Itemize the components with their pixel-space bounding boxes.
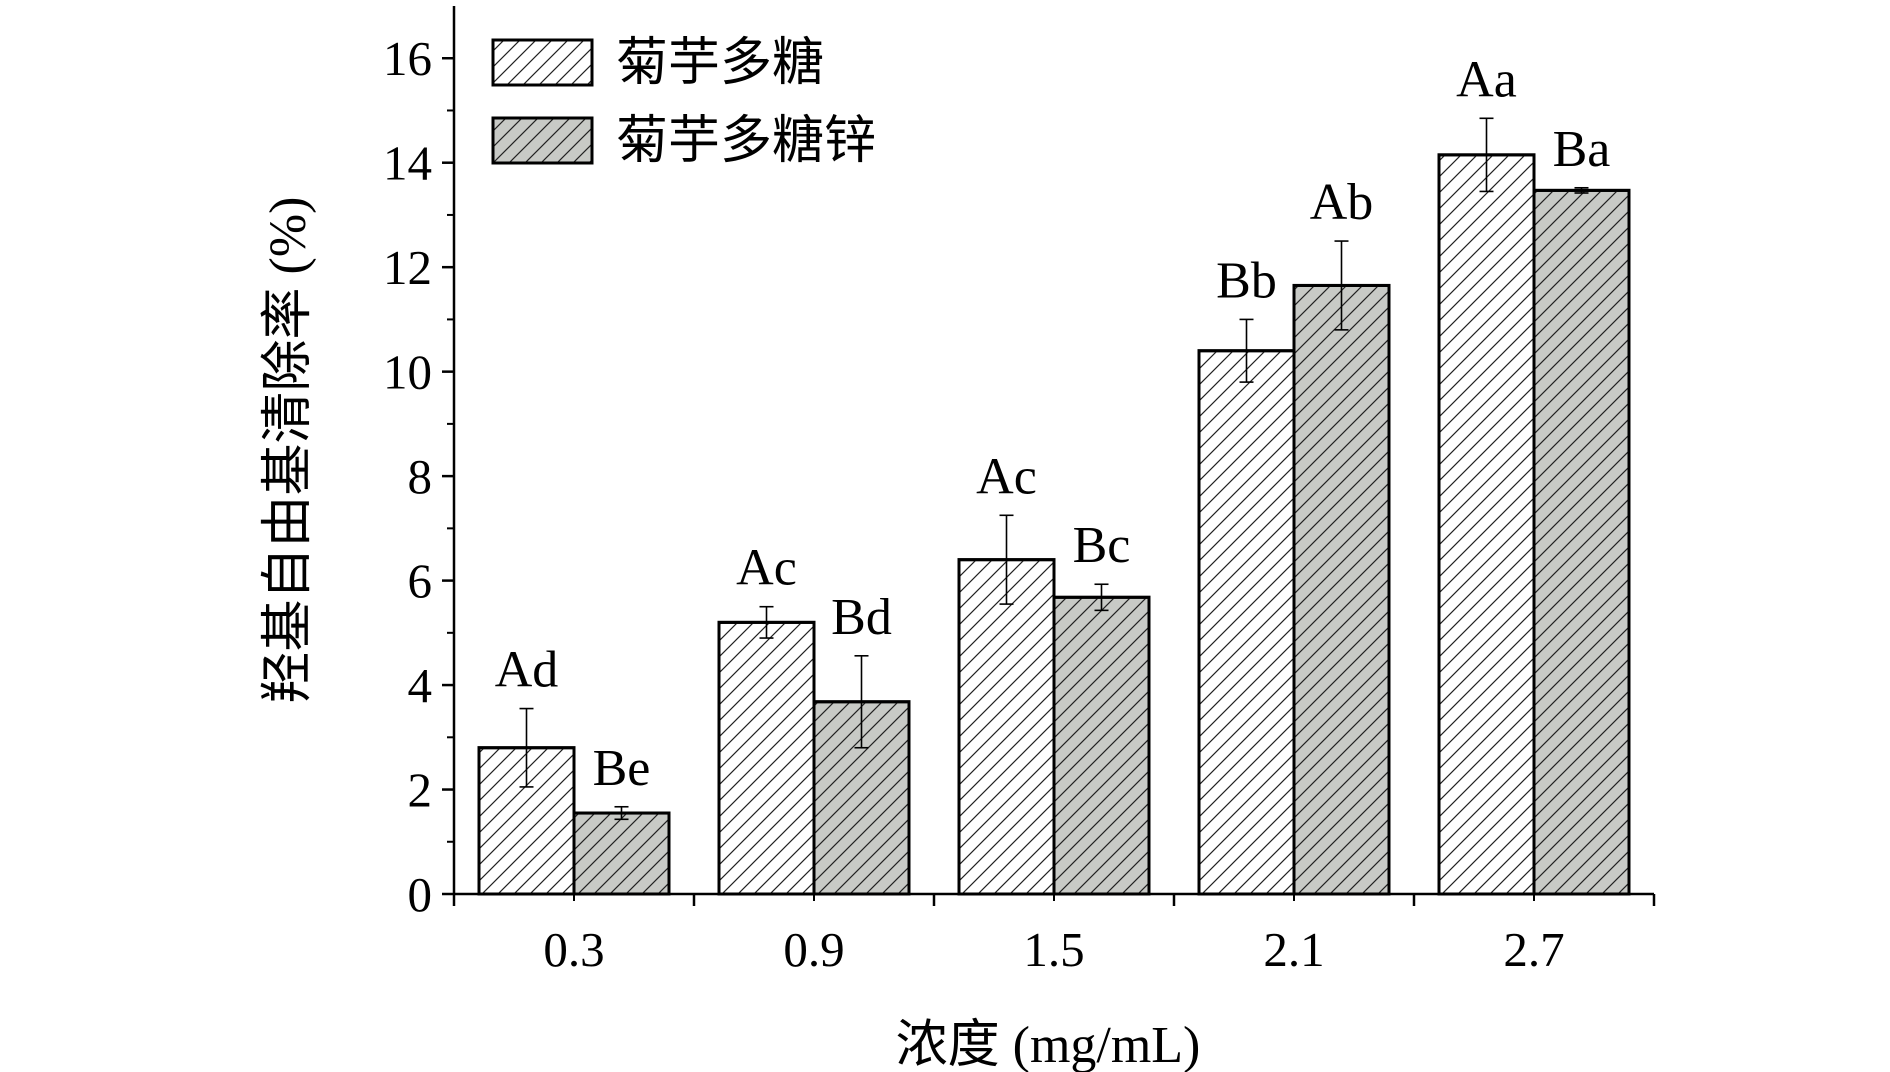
legend-swatch-0-hatch	[491, 38, 594, 87]
x-tick-label-2: 1.5	[1023, 922, 1084, 977]
data-label-s0-2: Ac	[976, 448, 1037, 505]
x-tick-label-0: 0.3	[543, 922, 604, 977]
legend: 菊芋多糖 菊芋多糖锌	[491, 35, 876, 170]
bar-hatch-s1-3	[1292, 283, 1391, 896]
bar-hatch-s1-2	[1052, 595, 1151, 896]
y-tick-label-7: 14	[383, 136, 432, 191]
bar-hatch-s1-0	[572, 811, 671, 896]
x-tick-label-3: 2.1	[1263, 922, 1324, 977]
y-tick-label-3: 6	[408, 554, 433, 609]
y-tick-label-6: 12	[383, 240, 432, 295]
data-label-s0-1: Ac	[736, 540, 797, 597]
legend-swatch-1-hatch	[491, 116, 594, 165]
x-tick-label-1: 0.9	[783, 922, 844, 977]
bars-layer: Ad Ac Ac Bb Aa Be Bd Bc Ab Ba	[477, 51, 1631, 896]
axes-layer: 0 2 4 6 8 10 12 14 16 0.3 0.9 1.5 2.1 2.7	[383, 6, 1656, 977]
data-label-s1-2: Bc	[1073, 517, 1131, 574]
bar-hatch-s0-4	[1437, 153, 1536, 896]
y-tick-label-1: 2	[408, 763, 433, 818]
data-label-s0-3: Bb	[1216, 252, 1277, 309]
y-tick-label-4: 8	[408, 449, 433, 504]
data-label-s1-3: Ab	[1310, 174, 1374, 231]
data-label-s0-4: Aa	[1456, 51, 1517, 108]
x-axis-label: 浓度 (mg/mL)	[896, 1017, 1201, 1072]
bar-hatch-s0-2	[957, 558, 1056, 896]
data-label-s1-0: Be	[593, 740, 651, 797]
y-axis-label: 羟基自由基清除率 (%)	[260, 197, 317, 704]
y-tick-label-0: 0	[408, 867, 433, 922]
y-tick-label-2: 4	[408, 658, 433, 713]
data-label-s0-0: Ad	[495, 642, 559, 699]
bar-hatch-s0-1	[717, 620, 816, 896]
data-label-s1-1: Bd	[831, 589, 892, 646]
bar-hatch-s1-4	[1532, 188, 1631, 896]
legend-label-1: 菊芋多糖锌	[616, 113, 876, 170]
data-label-s1-4: Ba	[1553, 121, 1611, 178]
y-tick-label-5: 10	[383, 345, 432, 400]
legend-label-0: 菊芋多糖	[616, 35, 824, 92]
y-tick-label-8: 16	[383, 31, 432, 86]
x-tick-label-4: 2.7	[1503, 922, 1564, 977]
bar-hatch-s0-3	[1197, 349, 1296, 896]
